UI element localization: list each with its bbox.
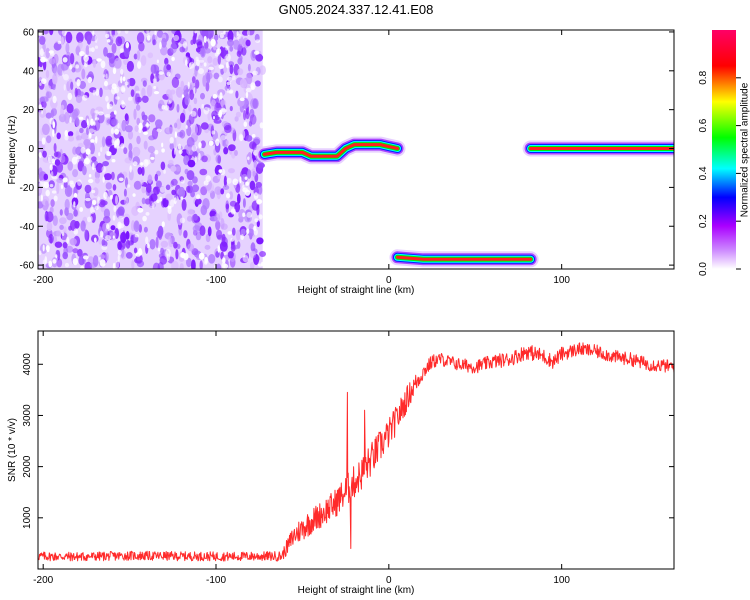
spectrogram-x-tick-label: 100 xyxy=(553,275,570,286)
snr-y-tick-label: 4000 xyxy=(22,353,33,376)
colorbar-label: Normalized spectral amplitude xyxy=(740,82,750,217)
spectrogram-y-tick-label: -40 xyxy=(20,222,35,233)
spectrogram-y-tick-label: 40 xyxy=(23,66,35,77)
spectral-track-1 xyxy=(256,136,406,165)
colorbar-tick-label: 0.4 xyxy=(698,166,709,180)
snr-y-axis-label: SNR (10 * v/v) xyxy=(7,418,18,482)
spectrogram-y-tick-label: 60 xyxy=(23,27,35,38)
snr-ticks: -200 -100 0 100 1000 2000 3000 4000 xyxy=(22,331,674,586)
colorbar-ticks: 0.0 0.2 0.4 0.6 0.8 xyxy=(698,70,741,276)
colorbar-tick-label: 0.0 xyxy=(698,262,709,276)
snr-y-tick-label: 1000 xyxy=(22,506,33,529)
figure-title: GN05.2024.337.12.41.E08 xyxy=(279,2,434,17)
snr-series-line xyxy=(38,342,674,562)
colorbar-tick-label: 0.8 xyxy=(698,70,709,84)
snr-frame xyxy=(37,330,675,570)
snr-panel: -200 -100 0 100 1000 2000 3000 4000 Height of s… xyxy=(7,330,675,596)
spectrogram-frame xyxy=(37,29,675,270)
spectrogram-x-tick-label: 0 xyxy=(386,275,392,286)
snr-x-tick-label: 100 xyxy=(553,575,570,586)
spectrogram-panel: -200 -100 0 100 60 40 20 0 -20 -40 -60 Height of s… xyxy=(7,27,675,296)
snr-y-tick-label: 3000 xyxy=(22,404,33,427)
spectrogram-x-axis-label: Height of straight line (km) xyxy=(298,285,415,296)
colorbar-gradient xyxy=(712,30,736,269)
colorbar-tick-label: 0.6 xyxy=(698,118,709,132)
colorbar: 0.0 0.2 0.4 0.6 0.8 Normalized spectral ampl… xyxy=(698,30,750,276)
spectrogram-ticks: -200 -100 0 100 60 40 20 0 -20 -40 -60 xyxy=(20,27,674,286)
noise-region xyxy=(38,30,266,269)
snr-marks xyxy=(38,342,674,562)
snr-plot-area xyxy=(38,331,674,569)
snr-x-tick-label: 0 xyxy=(386,575,392,586)
spectrogram-y-tick-label: 0 xyxy=(28,144,34,155)
snr-x-axis-label: Height of straight line (km) xyxy=(298,585,415,596)
spectrogram-y-axis-label: Frequency (Hz) xyxy=(7,116,18,185)
spectrogram-y-tick-label: -60 xyxy=(20,261,35,272)
snr-x-tick-label: -100 xyxy=(206,575,226,586)
spectrogram-x-tick-label: -200 xyxy=(33,275,53,286)
colorbar-tick-label: 0.2 xyxy=(698,214,709,228)
snr-y-tick-label: 2000 xyxy=(22,455,33,478)
spectrogram-y-tick-label: 20 xyxy=(23,105,35,116)
spectrogram-x-tick-label: -100 xyxy=(206,275,226,286)
spectrogram-marks xyxy=(38,30,674,269)
spectral-track-2 xyxy=(389,249,539,268)
spectrogram-y-tick-label: -20 xyxy=(20,183,35,194)
snr-x-tick-label: -200 xyxy=(33,575,53,586)
